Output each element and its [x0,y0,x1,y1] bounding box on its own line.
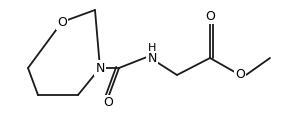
Text: O: O [235,68,245,82]
Text: H: H [148,43,156,53]
Text: H
N: H N [148,41,156,69]
Text: O: O [103,97,113,109]
Text: O: O [57,16,67,28]
Text: N: N [147,53,157,65]
Text: O: O [205,9,215,22]
Text: N: N [95,61,105,74]
